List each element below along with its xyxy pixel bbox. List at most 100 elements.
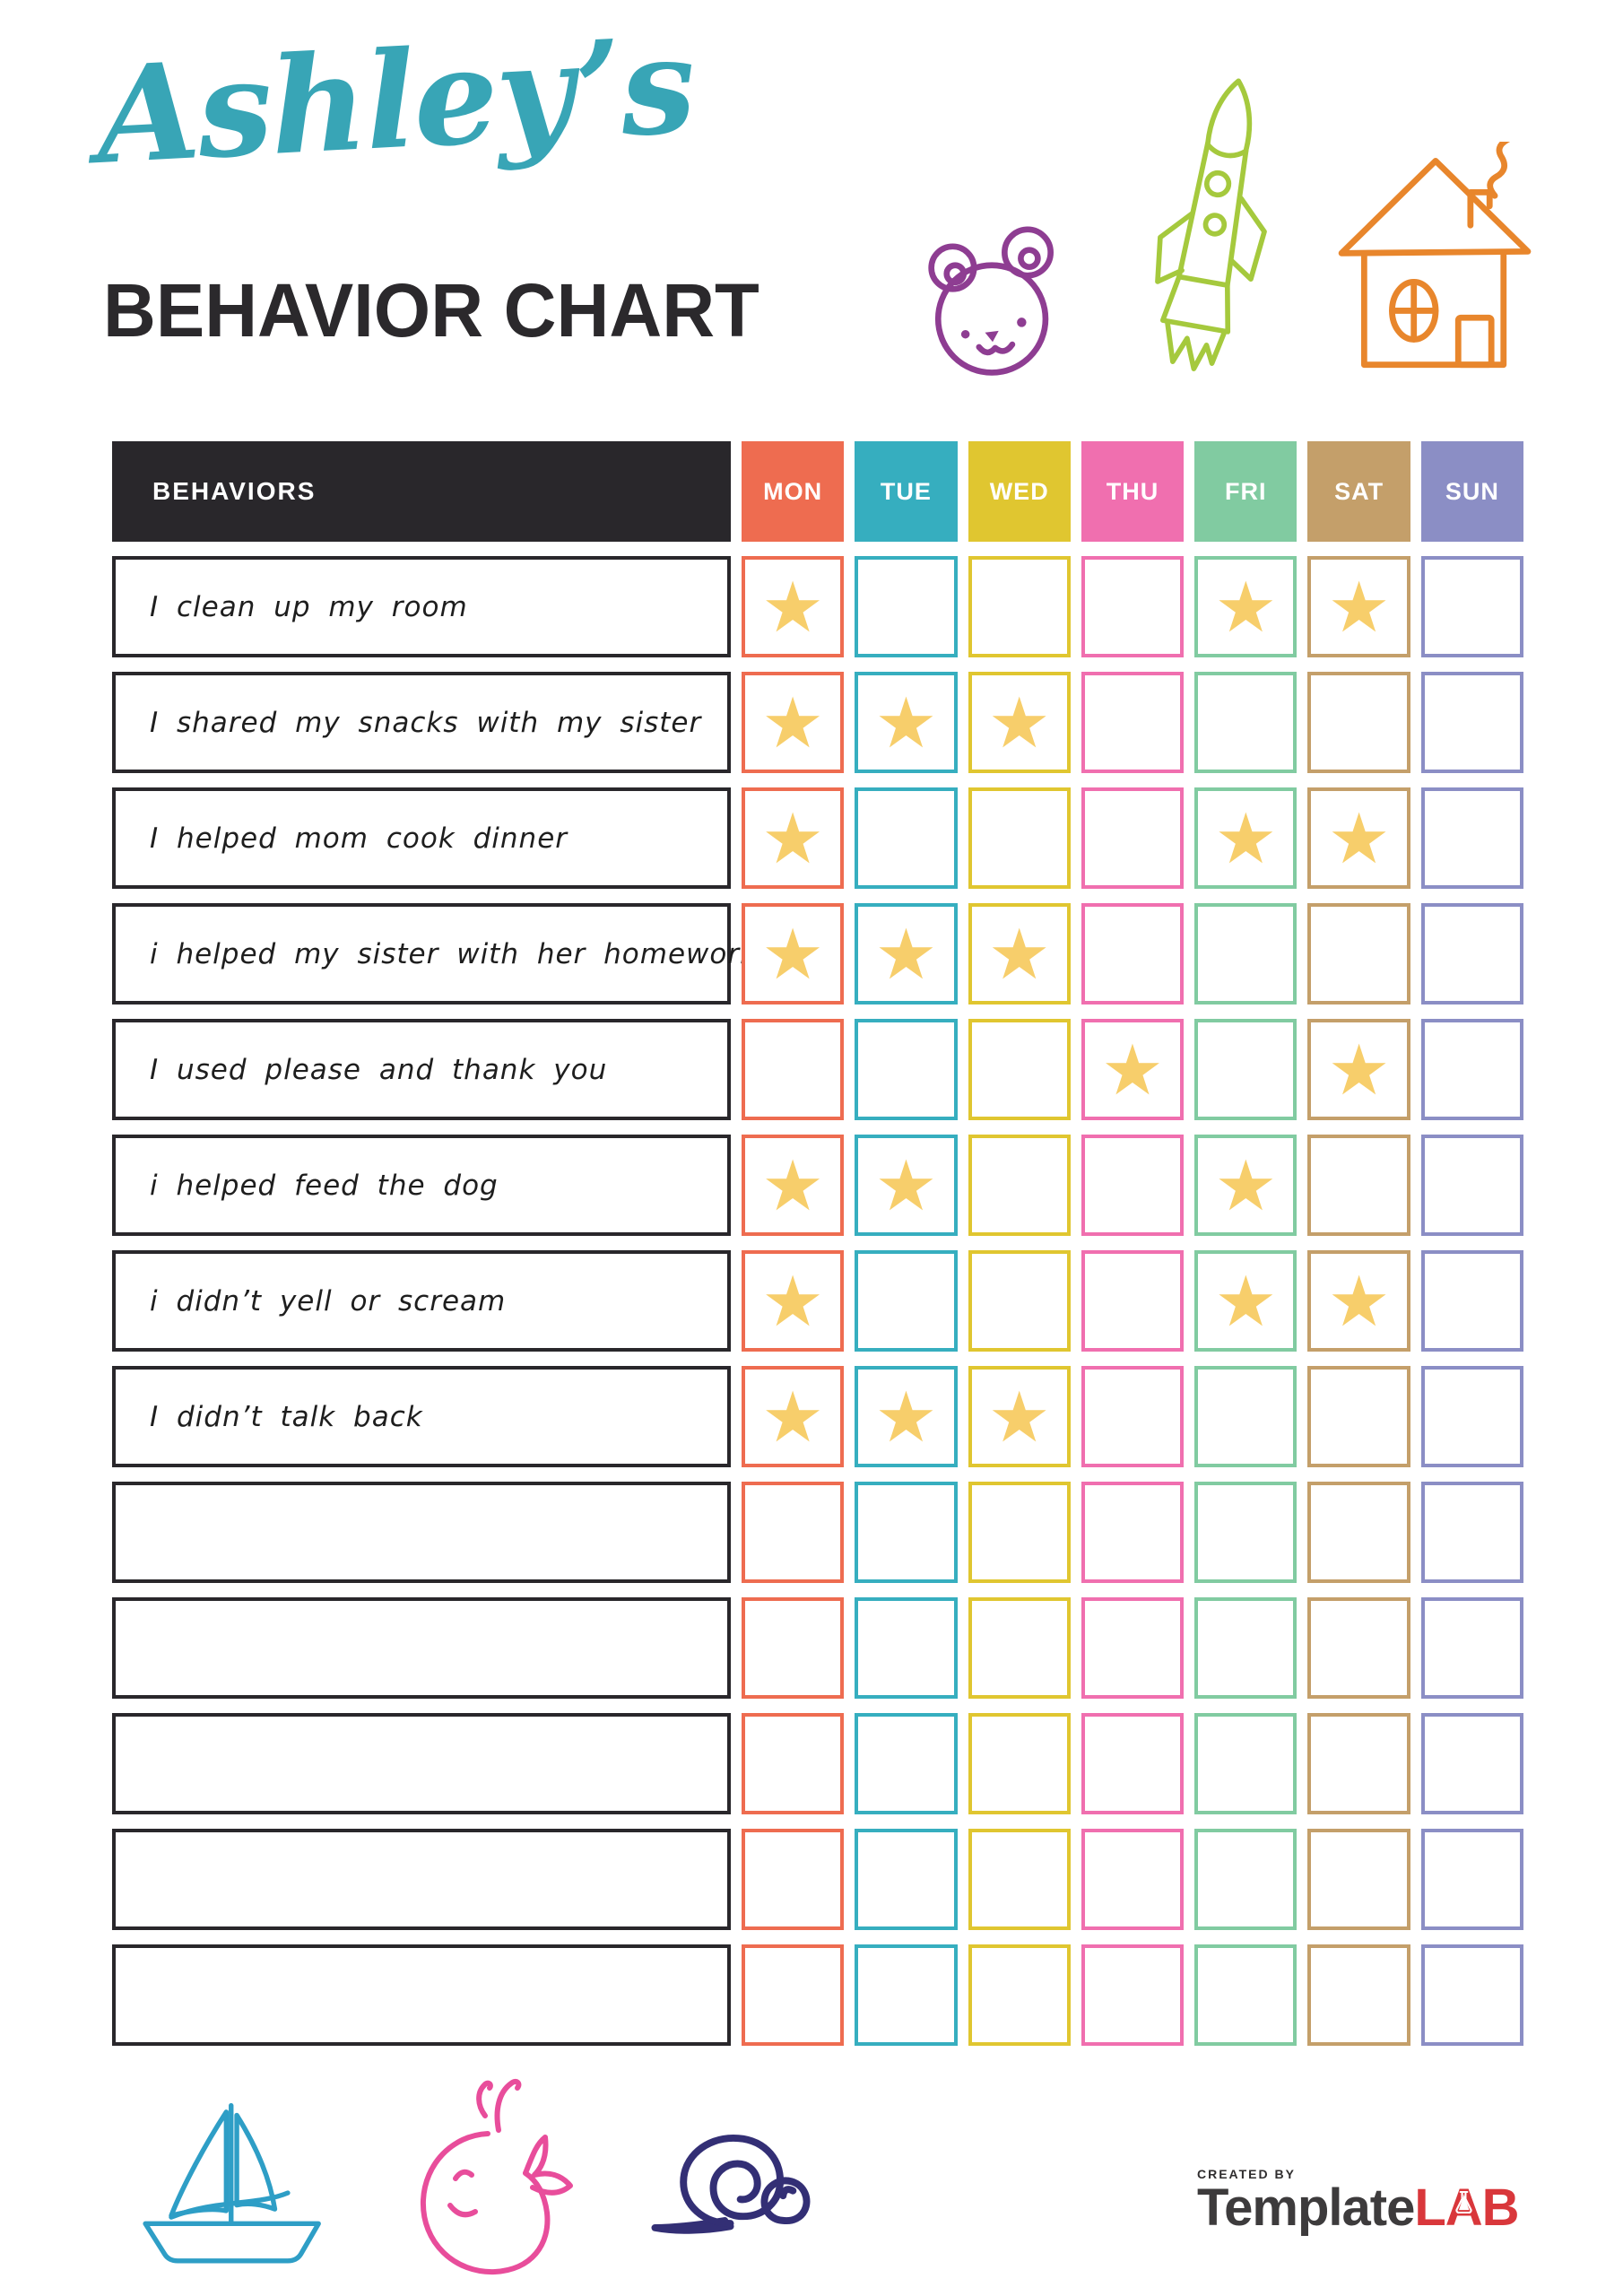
templatelab-logo: CREATED BY TemplateLAB: [1197, 2167, 1520, 2237]
day-cell-wed: [968, 1713, 1071, 1814]
day-cell-fri: ★: [1194, 1250, 1298, 1352]
snail-icon: [639, 2115, 853, 2237]
day-cell-fri: [1194, 672, 1298, 773]
day-cell-fri: [1194, 1597, 1298, 1699]
day-cell-mon: ★: [742, 903, 845, 1004]
behavior-text: I shared my snacks with my sister: [150, 706, 702, 739]
day-cell-tue: [855, 1944, 958, 2046]
star-icon: ★: [987, 1377, 1051, 1457]
day-cell-sun: [1420, 1482, 1523, 1583]
behavior-label-cell: [112, 1713, 731, 1814]
day-cell-mon: ★: [742, 1250, 845, 1352]
day-cell-tue: [855, 1597, 958, 1699]
day-cell-sat: [1307, 672, 1410, 773]
day-cell-thu: ★: [1081, 1019, 1185, 1120]
day-cell-sat: ★: [1307, 1019, 1410, 1120]
rocket-icon: [1137, 70, 1303, 400]
behavior-text: i helped my sister with her homework: [150, 937, 758, 970]
day-cell-fri: [1194, 1713, 1298, 1814]
behavior-label-cell: [112, 1944, 731, 2046]
day-cell-thu: [1081, 1829, 1185, 1930]
star-icon: ★: [761, 1145, 825, 1225]
day-cell-tue: ★: [855, 903, 958, 1004]
day-cell-thu: [1081, 1250, 1185, 1352]
star-icon: ★: [761, 914, 825, 994]
behavior-label-cell: i helped my sister with her homework: [112, 903, 756, 1004]
behavior-text: i helped feed the dog: [150, 1169, 499, 1202]
star-icon: ★: [761, 798, 825, 878]
day-cell-sat: [1307, 1482, 1410, 1583]
day-cell-sun: [1420, 1713, 1523, 1814]
bear-icon: [925, 204, 1062, 386]
day-cell-sat: ★: [1307, 787, 1410, 889]
star-icon: ★: [1214, 1145, 1278, 1225]
day-cell-fri: ★: [1194, 556, 1298, 657]
brand-wordmark: TemplateLAB: [1197, 2179, 1520, 2237]
day-cell-thu: [1081, 1597, 1185, 1699]
star-icon: ★: [1101, 1030, 1164, 1109]
day-cell-sun: [1420, 1829, 1523, 1930]
day-cell-sun: [1420, 1250, 1523, 1352]
day-cell-fri: [1194, 1019, 1298, 1120]
day-cell-fri: [1194, 1829, 1298, 1930]
day-cell-sat: [1307, 1944, 1410, 2046]
day-cell-thu: [1081, 556, 1185, 657]
day-cell-wed: [968, 1597, 1071, 1699]
behavior-label-cell: I helped mom cook dinner: [112, 787, 731, 889]
day-cell-wed: ★: [968, 903, 1071, 1004]
day-cell-sun: [1420, 1366, 1523, 1467]
star-icon: ★: [1214, 798, 1278, 878]
behavior-label-cell: i didn’t yell or scream: [112, 1250, 731, 1352]
behavior-text: I didn’t talk back: [150, 1400, 423, 1433]
house-icon: [1329, 142, 1542, 386]
page-title: BEHAVIOR CHART: [103, 268, 759, 352]
day-cell-sun: [1420, 556, 1523, 657]
day-cell-wed: [968, 1019, 1071, 1120]
star-icon: ★: [874, 1377, 938, 1457]
day-cell-thu: [1081, 1482, 1185, 1583]
flask-icon: [1455, 2190, 1472, 2214]
behavior-label-cell: i helped feed the dog: [112, 1135, 731, 1236]
day-cell-mon: ★: [742, 1135, 845, 1236]
day-cell-fri: [1194, 1366, 1298, 1467]
day-cell-sat: ★: [1307, 1250, 1410, 1352]
day-cell-sat: [1307, 903, 1410, 1004]
day-cell-fri: [1194, 1944, 1298, 2046]
star-icon: ★: [874, 1145, 938, 1225]
day-cell-tue: ★: [855, 1366, 958, 1467]
brand-template: Template: [1197, 2179, 1415, 2237]
day-cell-tue: [855, 1829, 958, 1930]
created-by-label: CREATED BY: [1197, 2167, 1296, 2181]
star-icon: ★: [761, 1261, 825, 1341]
star-icon: ★: [987, 683, 1051, 762]
day-cell-mon: ★: [742, 672, 845, 773]
star-icon: ★: [761, 567, 825, 647]
day-cell-mon: [742, 1713, 845, 1814]
star-icon: ★: [874, 683, 938, 762]
behavior-label-cell: [112, 1597, 731, 1699]
day-cell-wed: ★: [968, 672, 1071, 773]
day-header-sun: SUN: [1420, 441, 1523, 542]
day-cell-mon: [742, 1944, 845, 2046]
day-cell-sat: [1307, 1366, 1410, 1467]
behavior-label-cell: I used please and thank you: [112, 1019, 731, 1120]
day-cell-wed: [968, 1135, 1071, 1236]
day-cell-thu: [1081, 903, 1185, 1004]
day-cell-wed: [968, 556, 1071, 657]
day-cell-sat: [1307, 1597, 1410, 1699]
star-icon: ★: [1327, 798, 1391, 878]
day-header-tue: TUE: [855, 441, 958, 542]
day-cell-fri: [1194, 1482, 1298, 1583]
behavior-text: I used please and thank you: [150, 1053, 608, 1086]
day-cell-sun: [1420, 787, 1523, 889]
star-icon: ★: [1327, 1030, 1391, 1109]
day-cell-sat: [1307, 1829, 1410, 1930]
day-cell-tue: [855, 1250, 958, 1352]
day-cell-wed: [968, 1829, 1071, 1930]
sailboat-icon: [126, 2094, 341, 2284]
day-cell-thu: [1081, 1713, 1185, 1814]
day-header-wed: WED: [968, 441, 1071, 542]
day-cell-mon: [742, 1019, 845, 1120]
day-cell-sun: [1420, 1019, 1523, 1120]
behavior-text: i didn’t yell or scream: [150, 1284, 507, 1318]
